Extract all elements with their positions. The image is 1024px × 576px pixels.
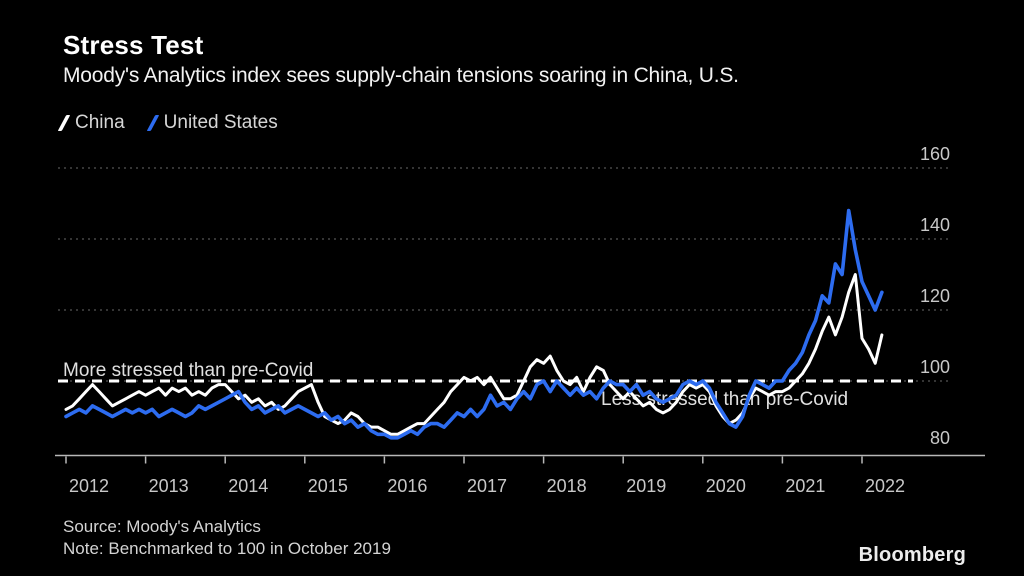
y-axis-label-120: 120 [919, 286, 950, 306]
annotation-less-stressed: Less stressed than pre-Covid [601, 389, 849, 410]
legend-item-china: China [57, 112, 125, 134]
x-axis-label-2018: 2018 [546, 476, 587, 496]
series-line-china [64, 273, 884, 436]
benchmark-note: Note: Benchmarked to 100 in October 2019 [63, 539, 391, 558]
x-axis-label-2020: 2020 [705, 476, 746, 496]
x-axis-label-2016: 2016 [387, 476, 428, 496]
legend: China United States [57, 112, 294, 134]
annotation-more-stressed: More stressed than pre-Covid [63, 360, 314, 381]
source-note: Source: Moody's Analytics [63, 517, 261, 536]
y-axis-label-80: 80 [929, 428, 950, 448]
chart-title: Stress Test [63, 30, 204, 60]
series-line-united-states [64, 208, 884, 440]
chart-subtitle: Moody's Analytics index sees supply-chai… [63, 64, 739, 87]
y-axis-label-160: 160 [919, 144, 950, 164]
bloomberg-logo: Bloomberg [858, 544, 966, 566]
x-axis-label-2015: 2015 [307, 476, 348, 496]
legend-label-china: China [75, 112, 125, 133]
x-axis-label-2017: 2017 [467, 476, 508, 496]
footer: Source: Moody's Analytics Note: Benchmar… [63, 516, 391, 560]
y-axis-label-140: 140 [919, 215, 950, 235]
x-axis-label-2022: 2022 [865, 476, 906, 496]
x-axis-label-2013: 2013 [148, 476, 189, 496]
x-axis-label-2021: 2021 [785, 476, 826, 496]
x-axis-label-2014: 2014 [228, 476, 269, 496]
legend-label-united-states: United States [163, 112, 278, 133]
y-axis-label-100: 100 [919, 357, 950, 377]
x-axis-label-2012: 2012 [69, 476, 110, 496]
x-axis-label-2019: 2019 [626, 476, 667, 496]
legend-item-united-states: United States [146, 112, 278, 134]
